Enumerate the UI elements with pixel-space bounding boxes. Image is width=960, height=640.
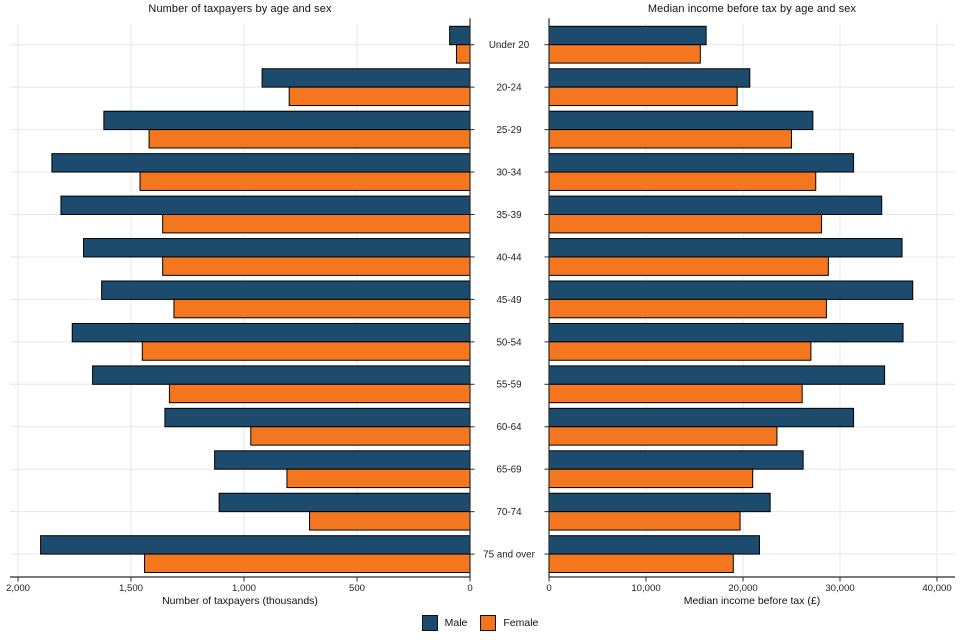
- age-group-label: 20-24: [496, 83, 522, 94]
- x-tick-label: 0: [546, 583, 551, 594]
- male-color-swatch: [421, 615, 438, 631]
- male-bar: [548, 492, 771, 513]
- age-group-label: 75 and over: [483, 550, 535, 561]
- age-group-label: Under 20: [489, 40, 530, 51]
- male-bar: [548, 280, 914, 300]
- male-bar: [548, 153, 855, 173]
- male-bar: [92, 365, 471, 385]
- female-bar: [548, 553, 734, 573]
- age-group-label: 40-44: [496, 252, 522, 263]
- x-tick-label: 500: [349, 583, 365, 594]
- x-tick-label: 30,000: [825, 583, 854, 594]
- male-bar: [60, 195, 471, 216]
- female-bar: [548, 298, 827, 319]
- x-tick-label: 20,000: [728, 583, 757, 594]
- male-bar: [548, 365, 886, 385]
- age-group-label: 50-54: [496, 337, 522, 348]
- male-bar: [261, 68, 471, 88]
- male-bar: [51, 153, 471, 173]
- female-bar: [548, 256, 829, 276]
- female-bar: [309, 511, 471, 531]
- male-bar: [101, 280, 471, 300]
- right-chart-title: Median income before tax by age and sex: [647, 3, 857, 15]
- male-bar: [548, 322, 904, 343]
- x-tick-label: 10,000: [631, 583, 660, 594]
- male-bar: [548, 407, 855, 428]
- female-bar: [455, 44, 471, 64]
- right-panel: 0 10,000 20,000 30,000 40,000: [546, 18, 955, 594]
- female-bar: [548, 511, 741, 531]
- male-bar: [548, 238, 903, 258]
- male-bar: [548, 450, 804, 470]
- female-bar: [288, 86, 471, 107]
- male-bar: [449, 25, 471, 46]
- female-bar: [141, 341, 471, 361]
- right-x-axis-title: Median income before tax (£): [683, 595, 821, 607]
- left-panel: 2,000 1,500 1,000 500 0: [6, 18, 473, 594]
- female-bar: [250, 426, 471, 446]
- left-chart-title: Number of taxpayers by age and sex: [148, 3, 332, 15]
- female-bar: [162, 214, 471, 234]
- x-tick-label: 1,000: [232, 583, 256, 594]
- age-group-label: 30-34: [496, 167, 522, 178]
- legend-item-female: Female: [480, 615, 538, 631]
- female-bar: [548, 171, 817, 191]
- female-bar: [548, 214, 823, 234]
- legend-item-male: Male: [421, 615, 468, 631]
- female-bar: [548, 468, 754, 489]
- male-bar: [548, 195, 883, 216]
- center-axis: Under 20 20-24 25-29 30-34 35-39 40-44 45-49 50…: [470, 40, 549, 561]
- female-bar: [548, 383, 803, 404]
- male-bar: [548, 110, 814, 131]
- female-bar: [548, 129, 792, 149]
- male-bar: [71, 322, 471, 343]
- x-tick-label: 1,500: [119, 583, 143, 594]
- male-bar: [548, 68, 751, 88]
- male-bar: [164, 407, 471, 428]
- left-x-axis-title: Number of taxpayers (thousands): [162, 595, 318, 607]
- male-bar: [548, 535, 760, 555]
- age-group-label: 70-74: [496, 507, 522, 518]
- age-group-label: 25-29: [496, 125, 521, 136]
- age-group-label: 60-64: [496, 422, 522, 433]
- female-color-swatch: [480, 615, 497, 631]
- female-bar: [168, 383, 471, 404]
- male-bar: [548, 25, 707, 46]
- female-bar: [286, 468, 471, 489]
- legend: Male Female: [0, 612, 960, 634]
- female-bar: [162, 256, 471, 276]
- age-group-label: 35-39: [496, 210, 521, 221]
- female-bar: [548, 341, 812, 361]
- female-bar: [548, 426, 778, 446]
- male-bar: [83, 238, 471, 258]
- female-bar: [139, 171, 471, 191]
- female-bar: [173, 298, 471, 319]
- age-group-label: 55-59: [496, 380, 521, 391]
- legend-male-label: Male: [444, 617, 468, 629]
- female-bar: [148, 129, 471, 149]
- female-bar: [548, 86, 738, 107]
- age-group-label: 65-69: [496, 465, 521, 476]
- female-bar: [144, 553, 471, 573]
- age-group-label: 45-49: [496, 295, 521, 306]
- x-tick-label: 40,000: [922, 583, 951, 594]
- male-bar: [218, 492, 471, 513]
- x-tick-label: 2,000: [6, 583, 30, 594]
- male-bar: [103, 110, 471, 131]
- male-bar: [214, 450, 471, 470]
- x-tick-label: 0: [467, 583, 472, 594]
- male-bar: [40, 535, 471, 555]
- female-bar: [548, 44, 701, 64]
- legend-female-label: Female: [503, 617, 539, 629]
